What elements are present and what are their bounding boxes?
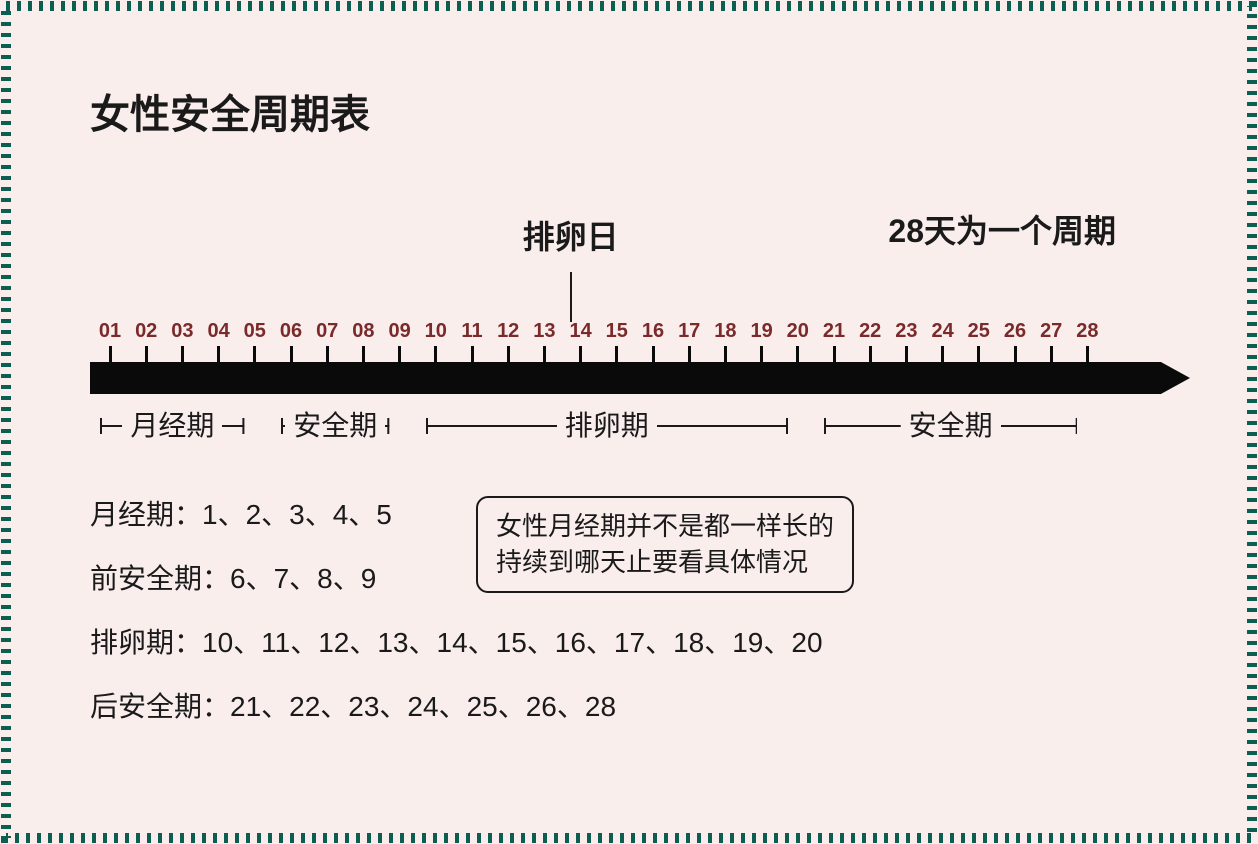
tick <box>1086 346 1089 362</box>
tick <box>253 346 256 362</box>
phase-label: 排卵期 <box>565 404 649 444</box>
tick <box>1014 346 1017 362</box>
inner-panel: 女性安全周期表 排卵日 28天为一个周期 01 02 03 04 05 06 07 08 09 1… <box>12 12 1246 832</box>
tick <box>145 346 148 362</box>
tick-label: 24 <box>931 320 953 343</box>
tick <box>796 346 799 362</box>
tick <box>977 346 980 362</box>
note-line-1: 女性月经期并不是都一样长的 <box>496 508 834 544</box>
tick <box>109 346 112 362</box>
tick-label: 07 <box>316 320 338 343</box>
tick <box>217 346 220 362</box>
detail-ovulation: 排卵期：10、11、12、13、14、15、16、17、18、19、20 <box>90 622 823 664</box>
tick <box>652 346 655 362</box>
tick-label: 28 <box>1076 320 1098 343</box>
tick <box>1050 346 1053 362</box>
phase-row: 月经期 安全期 排卵期 安全期 <box>90 404 1110 444</box>
tick <box>398 346 401 362</box>
tick <box>615 346 618 362</box>
tick-label: 06 <box>280 320 302 343</box>
tick <box>290 346 293 362</box>
phase-label: 安全期 <box>293 404 377 444</box>
tick-label: 10 <box>425 320 447 343</box>
detail-post-safe: 后安全期：21、22、23、24、25、26、28 <box>90 686 823 728</box>
tick-label: 12 <box>497 320 519 343</box>
tick-label: 19 <box>750 320 772 343</box>
phase-label: 月经期 <box>130 404 214 444</box>
tick-label: 02 <box>135 320 157 343</box>
tick <box>760 346 763 362</box>
tick <box>434 346 437 362</box>
tick <box>941 346 944 362</box>
tick <box>688 346 691 362</box>
tick <box>543 346 546 362</box>
phase-bracket <box>824 418 901 438</box>
tick <box>471 346 474 362</box>
cycle-length-note: 28天为一个周期 <box>888 206 1116 252</box>
tick-label: 26 <box>1004 320 1026 343</box>
ovulation-day-label: 排卵日 <box>523 212 619 258</box>
page-title: 女性安全周期表 <box>90 82 370 140</box>
tick-label: 15 <box>606 320 628 343</box>
tick-label: 16 <box>642 320 664 343</box>
tick-label: 17 <box>678 320 700 343</box>
tick-label: 11 <box>461 320 482 343</box>
phase-bracket <box>385 418 389 438</box>
tick <box>905 346 908 362</box>
phase-bracket <box>222 418 244 438</box>
tick-label: 13 <box>533 320 555 343</box>
tick <box>507 346 510 362</box>
tick-label: 03 <box>171 320 193 343</box>
tick-label: 27 <box>1040 320 1062 343</box>
note-line-2: 持续到哪天止要看具体情况 <box>496 544 834 580</box>
tick-label: 21 <box>823 320 845 343</box>
tick <box>579 346 582 362</box>
tick-label: 25 <box>968 320 990 343</box>
tick-label: 23 <box>895 320 917 343</box>
tick <box>833 346 836 362</box>
tick-label: 01 <box>99 320 121 343</box>
tick <box>326 346 329 362</box>
tick-label: 05 <box>244 320 266 343</box>
diagram-container: 女性安全周期表 排卵日 28天为一个周期 01 02 03 04 05 06 07 08 09 1… <box>0 0 1258 844</box>
phase-label: 安全期 <box>909 404 993 444</box>
tick-label: 18 <box>714 320 736 343</box>
tick-label: 22 <box>859 320 881 343</box>
note-box: 女性月经期并不是都一样长的 持续到哪天止要看具体情况 <box>476 496 854 593</box>
tick <box>362 346 365 362</box>
phase-bracket <box>100 418 122 438</box>
phase-bracket <box>657 418 788 438</box>
tick-label: 04 <box>207 320 229 343</box>
tick <box>724 346 727 362</box>
phase-bracket <box>1001 418 1078 438</box>
phase-bracket <box>281 418 285 438</box>
tick-label: 20 <box>787 320 809 343</box>
tick <box>869 346 872 362</box>
tick-label: 09 <box>388 320 410 343</box>
tick <box>181 346 184 362</box>
ovulation-pointer <box>570 272 572 322</box>
tick-label: 08 <box>352 320 374 343</box>
phase-bracket <box>426 418 557 438</box>
tick-label: 14 <box>569 320 591 343</box>
